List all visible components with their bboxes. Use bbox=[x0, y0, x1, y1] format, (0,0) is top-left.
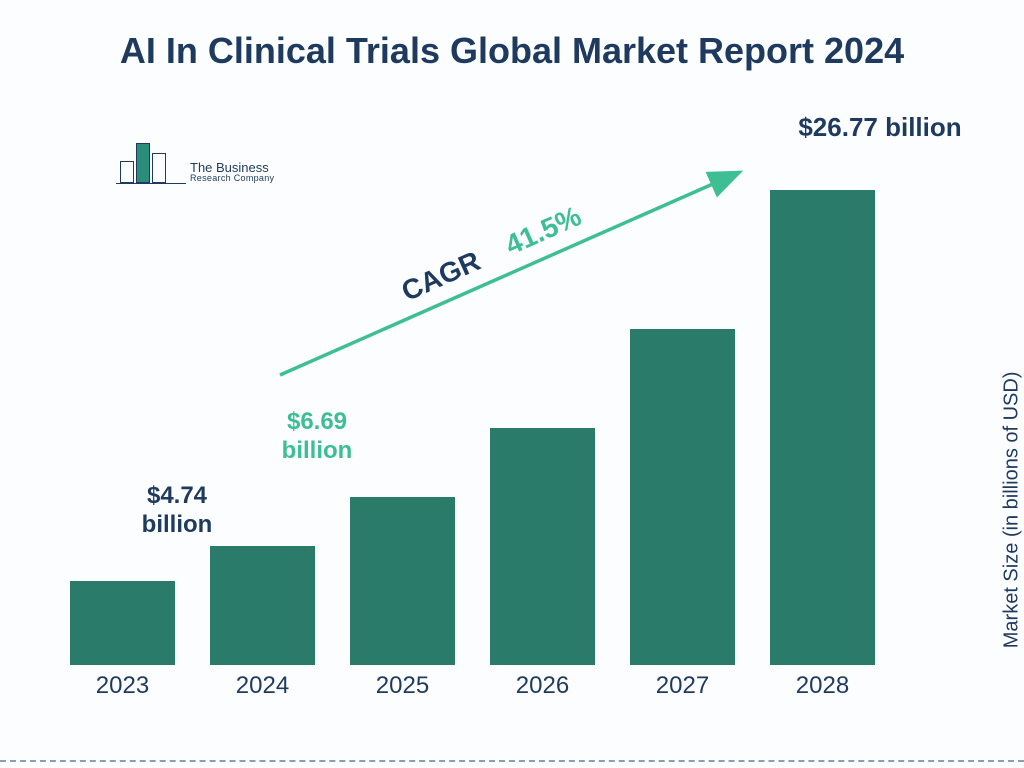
bar-2025 bbox=[350, 497, 455, 665]
value-label-0: $4.74 billion bbox=[122, 482, 232, 540]
x-tick-2024: 2024 bbox=[210, 672, 315, 700]
x-tick-2025: 2025 bbox=[350, 672, 455, 700]
x-tick-2026: 2026 bbox=[490, 672, 595, 700]
bar-chart: 2023 2024 2025 2026 2027 2028 $4.74 billion $6.… bbox=[70, 160, 940, 705]
x-tick-2027: 2027 bbox=[630, 672, 735, 700]
chart-title: AI In Clinical Trials Global Market Repo… bbox=[0, 0, 1024, 83]
value-label-1: $6.69 billion bbox=[262, 408, 372, 466]
y-axis-label: Market Size (in billions of USD) bbox=[1001, 372, 1024, 649]
x-tick-2028: 2028 bbox=[770, 672, 875, 700]
bar-2027 bbox=[630, 329, 735, 665]
bar-2023 bbox=[70, 581, 175, 665]
footer-divider bbox=[0, 760, 1024, 762]
bar-2026 bbox=[490, 428, 595, 665]
bar-2024 bbox=[210, 546, 315, 665]
x-tick-2023: 2023 bbox=[70, 672, 175, 700]
value-label-2: $26.77 billion bbox=[770, 112, 990, 143]
bar-2028 bbox=[770, 190, 875, 665]
